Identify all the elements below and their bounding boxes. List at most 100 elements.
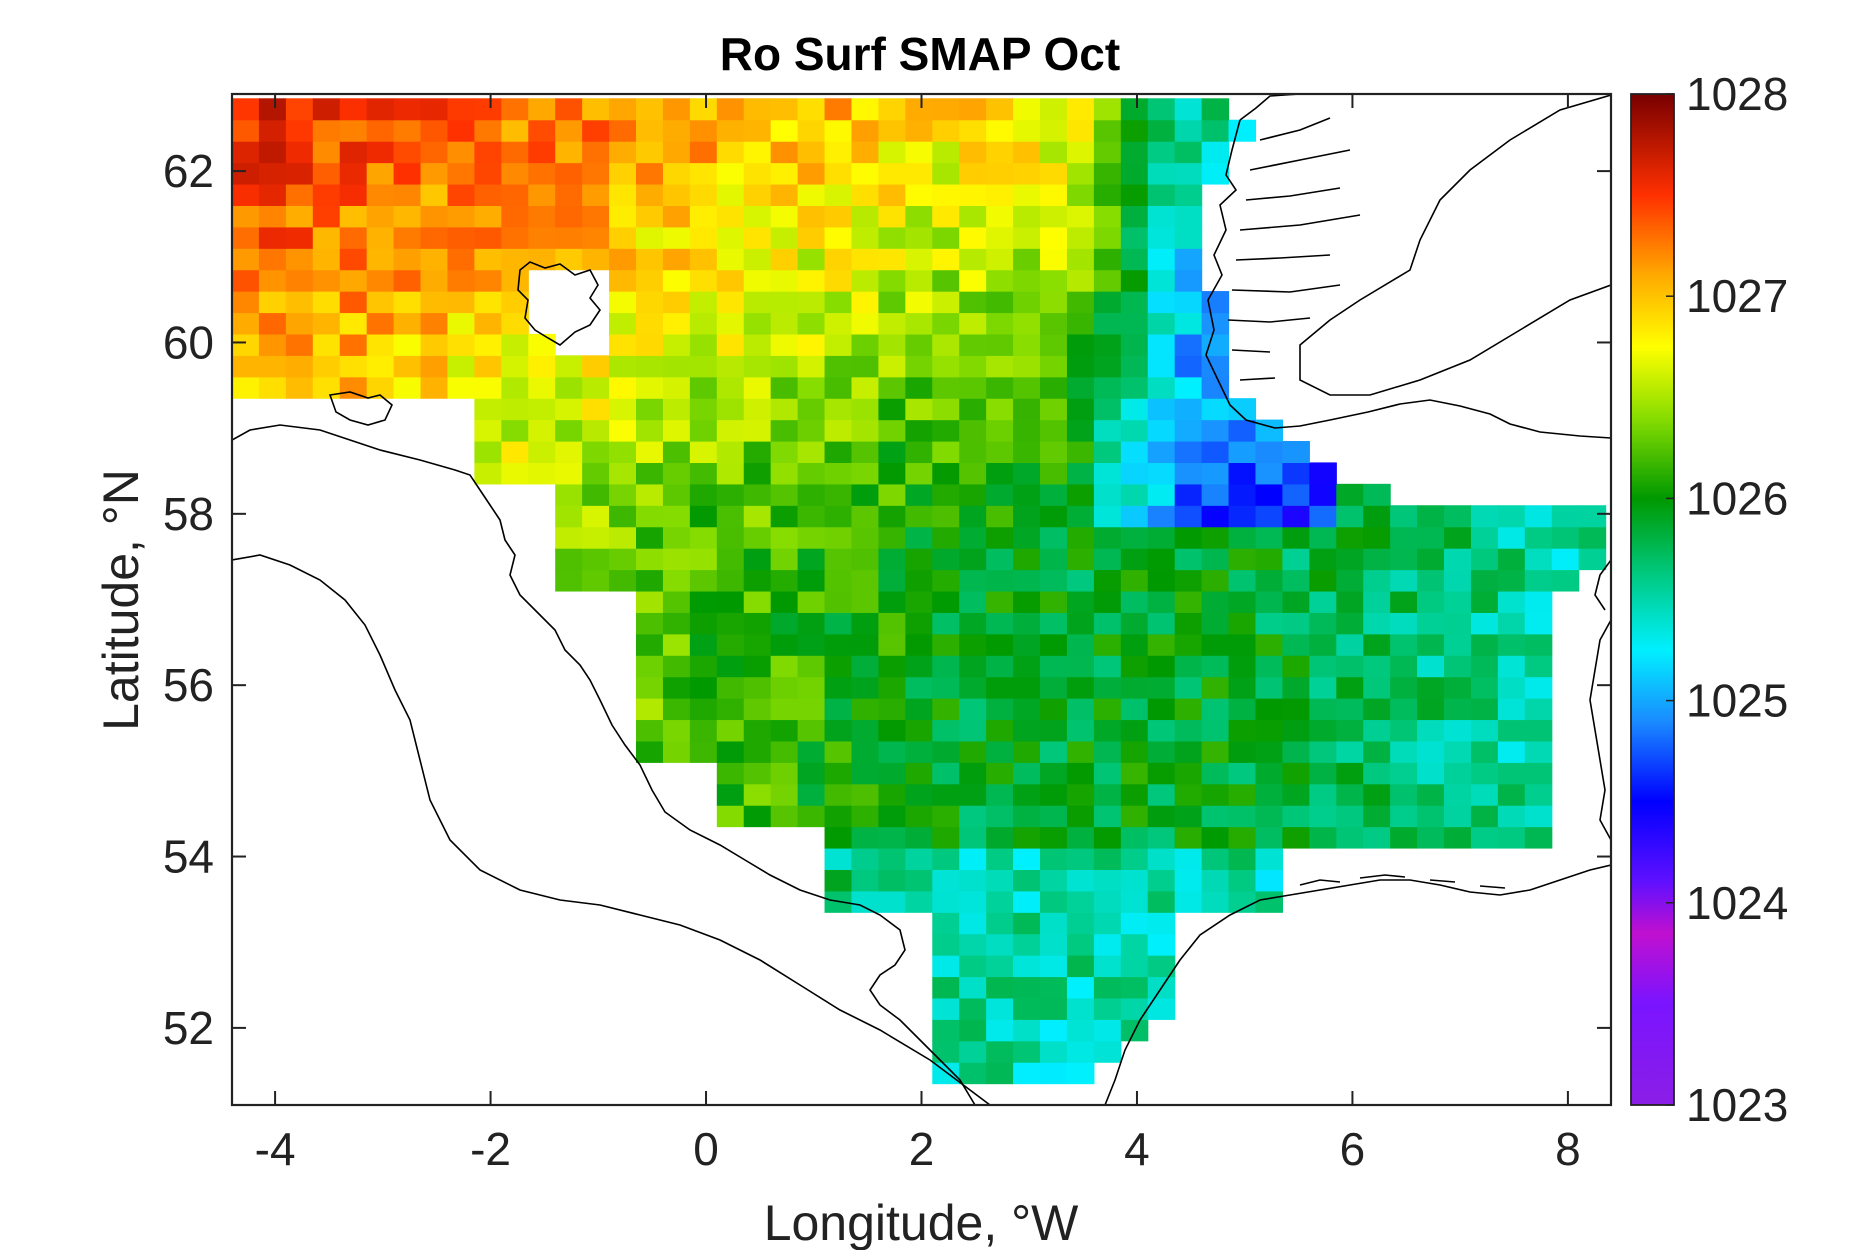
heatmap-cell bbox=[232, 355, 260, 378]
heatmap-cell bbox=[1174, 183, 1203, 206]
heatmap-cell bbox=[447, 312, 475, 335]
heatmap-cell bbox=[555, 526, 583, 549]
heatmap-cell bbox=[1497, 826, 1526, 849]
heatmap-cell bbox=[689, 141, 718, 164]
heatmap-cell bbox=[609, 419, 637, 442]
heatmap-cell bbox=[986, 398, 1014, 421]
heatmap-cell bbox=[1093, 312, 1122, 335]
heatmap-cell bbox=[1201, 676, 1230, 699]
heatmap-cell bbox=[1444, 526, 1472, 549]
heatmap-cell bbox=[878, 548, 906, 571]
heatmap-cell bbox=[797, 205, 826, 228]
heatmap-cell bbox=[501, 119, 529, 142]
heatmap-cell bbox=[824, 633, 853, 656]
heatmap-cell bbox=[1282, 505, 1310, 528]
heatmap-cell bbox=[662, 398, 691, 421]
heatmap-cell bbox=[1363, 826, 1391, 849]
heatmap-cell bbox=[1336, 719, 1364, 742]
heatmap-cell bbox=[1470, 569, 1499, 592]
heatmap-cell bbox=[662, 355, 691, 378]
heatmap-cell bbox=[636, 698, 664, 721]
heatmap-cell bbox=[285, 162, 314, 185]
heatmap-cell bbox=[1255, 740, 1284, 763]
heatmap-cell bbox=[1093, 762, 1122, 785]
heatmap-cell bbox=[878, 869, 906, 892]
heatmap-cell bbox=[905, 698, 933, 721]
heatmap-cell bbox=[1120, 505, 1149, 528]
heatmap-cell bbox=[905, 505, 933, 528]
heatmap-cell bbox=[743, 419, 772, 442]
heatmap-cell bbox=[312, 141, 341, 164]
heatmap-cell bbox=[528, 226, 556, 249]
heatmap-cell bbox=[1309, 505, 1337, 528]
heatmap-cell bbox=[1309, 719, 1337, 742]
heatmap-cell bbox=[770, 783, 799, 806]
heatmap-cell bbox=[474, 462, 502, 485]
heatmap-cell bbox=[905, 869, 933, 892]
heatmap-cell bbox=[959, 762, 987, 785]
heatmap-cell bbox=[312, 376, 341, 399]
heatmap-cell bbox=[743, 676, 772, 699]
heatmap-cell bbox=[609, 119, 637, 142]
heatmap-cell bbox=[1040, 698, 1068, 721]
heatmap-cell bbox=[878, 119, 906, 142]
heatmap-cell bbox=[1066, 248, 1095, 271]
heatmap-cell bbox=[1497, 719, 1526, 742]
heatmap-cell bbox=[1174, 162, 1203, 185]
heatmap-cell bbox=[743, 141, 772, 164]
heatmap-cell bbox=[582, 141, 610, 164]
heatmap-cell bbox=[1066, 226, 1095, 249]
heatmap-cell bbox=[1013, 805, 1041, 828]
heatmap-cell bbox=[1444, 719, 1472, 742]
heatmap-cell bbox=[959, 869, 987, 892]
heatmap-cell bbox=[851, 398, 879, 421]
heatmap-cell bbox=[851, 505, 879, 528]
heatmap-cell bbox=[851, 419, 879, 442]
heatmap-cell bbox=[986, 1040, 1014, 1063]
colorbar-tick-label: 1025 bbox=[1686, 675, 1788, 727]
heatmap-cell bbox=[851, 226, 879, 249]
heatmap-cell bbox=[1120, 183, 1149, 206]
heatmap-cell bbox=[1040, 548, 1068, 571]
heatmap-cell bbox=[1228, 483, 1257, 506]
heatmap-cell bbox=[986, 312, 1014, 335]
heatmap-cell bbox=[1444, 740, 1472, 763]
heatmap-cell bbox=[905, 719, 933, 742]
heatmap-cell bbox=[609, 291, 637, 314]
heatmap-cell bbox=[986, 976, 1014, 999]
heatmap-cell bbox=[689, 719, 718, 742]
heatmap-cell bbox=[1093, 912, 1122, 935]
heatmap-cell bbox=[986, 633, 1014, 656]
heatmap-cell bbox=[662, 226, 691, 249]
heatmap-cell bbox=[797, 226, 826, 249]
heatmap-cell bbox=[1040, 355, 1068, 378]
heatmap-cell bbox=[689, 119, 718, 142]
heatmap-cell bbox=[770, 483, 799, 506]
y-tick-label: 58 bbox=[163, 488, 214, 540]
heatmap-cell bbox=[1201, 698, 1230, 721]
heatmap-cell bbox=[851, 183, 879, 206]
heatmap-cell bbox=[232, 269, 260, 292]
heatmap-cell bbox=[1093, 526, 1122, 549]
heatmap-cell bbox=[824, 826, 853, 849]
heatmap-cell bbox=[1201, 590, 1230, 613]
heatmap-cell bbox=[528, 355, 556, 378]
heatmap-cell bbox=[420, 355, 449, 378]
coast-norway-inland bbox=[1299, 94, 1611, 396]
heatmap-cell bbox=[1093, 612, 1122, 635]
heatmap-cell bbox=[932, 783, 960, 806]
heatmap-cell bbox=[339, 312, 368, 335]
heatmap-cell bbox=[905, 569, 933, 592]
heatmap-cell bbox=[878, 98, 906, 121]
heatmap-cell bbox=[1147, 655, 1176, 678]
heatmap-cell bbox=[851, 676, 879, 699]
heatmap-cell bbox=[609, 248, 637, 271]
heatmap-cell bbox=[582, 226, 610, 249]
heatmap-cell bbox=[1066, 441, 1095, 464]
heatmap-cell bbox=[1013, 291, 1041, 314]
heatmap-cell bbox=[689, 612, 718, 635]
heatmap-cell bbox=[932, 698, 960, 721]
heatmap-cell bbox=[878, 719, 906, 742]
heatmap-cell bbox=[1147, 997, 1176, 1020]
heatmap-cell bbox=[959, 226, 987, 249]
